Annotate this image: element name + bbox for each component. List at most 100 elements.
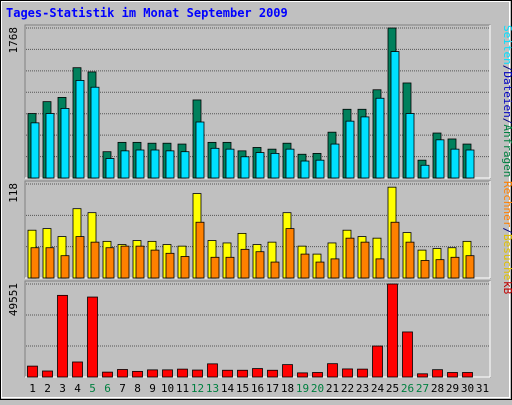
x-tick-label: 5	[89, 382, 96, 395]
bar-dateien-23	[360, 116, 370, 179]
bar-kb-25	[387, 283, 398, 378]
bar-rechner-26	[405, 241, 415, 279]
x-tick-label: 8	[134, 382, 141, 395]
bar-kb-20	[312, 372, 323, 378]
bar-rechner-17	[270, 261, 280, 279]
bar-dateien-27	[420, 164, 430, 179]
x-tick-label: 22	[341, 382, 354, 395]
bar-dateien-16	[255, 152, 265, 179]
bar-dateien-8	[135, 149, 145, 179]
bar-rechner-24	[375, 258, 385, 279]
x-tick-label: 10	[161, 382, 174, 395]
series-side-label: kB	[501, 281, 512, 295]
bar-rechner-20	[315, 261, 325, 279]
bar-rechner-3	[60, 255, 70, 279]
side-label-part: /	[501, 65, 512, 72]
bar-rechner-16	[255, 251, 265, 279]
bar-kb-16	[252, 368, 263, 378]
bar-rechner-12	[195, 221, 205, 279]
side-label-part: Anfragen	[501, 124, 512, 177]
x-tick-label: 6	[104, 382, 111, 395]
x-tick-label: 4	[74, 382, 81, 395]
panel-middle: 118 Rechner/Besuche	[7, 180, 512, 280]
x-tick-label: 2	[44, 382, 51, 395]
bar-dateien-29	[450, 148, 460, 179]
side-label-part: /	[501, 118, 512, 125]
x-tick-label: 12	[191, 382, 204, 395]
bar-kb-15	[237, 369, 248, 378]
bar-kb-4	[72, 361, 83, 378]
bar-rechner-10	[165, 252, 175, 279]
x-tick-label: 14	[221, 382, 235, 395]
bar-dateien-22	[345, 120, 355, 179]
series-kb	[27, 283, 473, 378]
bar-kb-1	[27, 365, 38, 378]
x-tick-label: 25	[386, 382, 399, 395]
series-rechner	[30, 221, 475, 279]
side-label-part: Seiten	[501, 25, 512, 65]
bar-rechner-11	[180, 256, 190, 279]
x-tick-label: 28	[431, 382, 444, 395]
outer-highlight	[1, 1, 510, 398]
chart-panels: 1768Seiten/Dateien/Anfragen118Rechner/Be…	[7, 24, 512, 378]
bar-rechner-27	[420, 260, 430, 279]
bar-kb-28	[432, 369, 443, 378]
x-tick-label: 17	[266, 382, 279, 395]
side-label-part: kB	[501, 281, 512, 295]
x-tick-label: 29	[446, 382, 459, 395]
bar-kb-14	[222, 369, 233, 378]
bar-dateien-20	[315, 159, 325, 179]
bar-dateien-26	[405, 113, 415, 179]
x-axis: 1 2 3 4 5 6 7 8 9 10 11 12 13 14 15 16 17 18 19 20 21 22 23 24 2…	[29, 382, 489, 395]
y-max-label: 1768	[7, 27, 20, 54]
x-tick-label: 1	[29, 382, 36, 395]
bar-dateien-15	[240, 156, 250, 179]
side-label-part: Rechner	[501, 181, 512, 228]
bar-dateien-10	[165, 150, 175, 179]
bar-rechner-6	[105, 247, 115, 279]
bar-dateien-6	[105, 158, 115, 179]
side-label-part: Dateien	[501, 71, 512, 117]
side-label-part: Besuche	[501, 234, 512, 280]
x-tick-label: 11	[176, 382, 189, 395]
y-max-label: 118	[7, 183, 20, 203]
bar-dateien-5	[90, 86, 100, 179]
x-tick-label: 31	[476, 382, 489, 395]
bar-dateien-25	[390, 51, 400, 179]
bar-kb-8	[132, 370, 143, 378]
bar-kb-23	[357, 368, 368, 378]
bar-kb-17	[267, 369, 278, 378]
bar-rechner-8	[135, 245, 145, 279]
bar-rechner-14	[225, 256, 235, 279]
panel-bottom: 49551 kB	[7, 280, 512, 378]
x-tick-label: 19	[296, 382, 309, 395]
x-tick-label: 15	[236, 382, 249, 395]
bar-kb-9	[147, 369, 158, 378]
bar-rechner-9	[150, 249, 160, 279]
x-tick-label: 7	[119, 382, 126, 395]
x-tick-label: 13	[206, 382, 219, 395]
series-dateien	[30, 51, 475, 179]
bar-dateien-9	[150, 149, 160, 179]
bar-kb-27	[417, 373, 428, 378]
bar-rechner-22	[345, 237, 355, 279]
bar-kb-2	[42, 370, 53, 378]
bar-dateien-11	[180, 151, 190, 179]
bar-kb-5	[87, 296, 98, 378]
x-tick-label: 3	[59, 382, 66, 395]
x-tick-label: 16	[251, 382, 264, 395]
bar-kb-29	[447, 372, 458, 378]
bar-kb-6	[102, 371, 113, 378]
y-max-label: 49551	[7, 283, 20, 316]
bar-rechner-7	[120, 245, 130, 279]
bar-kb-11	[177, 368, 188, 378]
bar-dateien-4	[75, 80, 85, 179]
bar-rechner-21	[330, 258, 340, 279]
bar-kb-30	[462, 372, 473, 378]
bar-dateien-14	[225, 148, 235, 179]
bar-rechner-4	[75, 236, 85, 279]
bar-dateien-3	[60, 108, 70, 179]
